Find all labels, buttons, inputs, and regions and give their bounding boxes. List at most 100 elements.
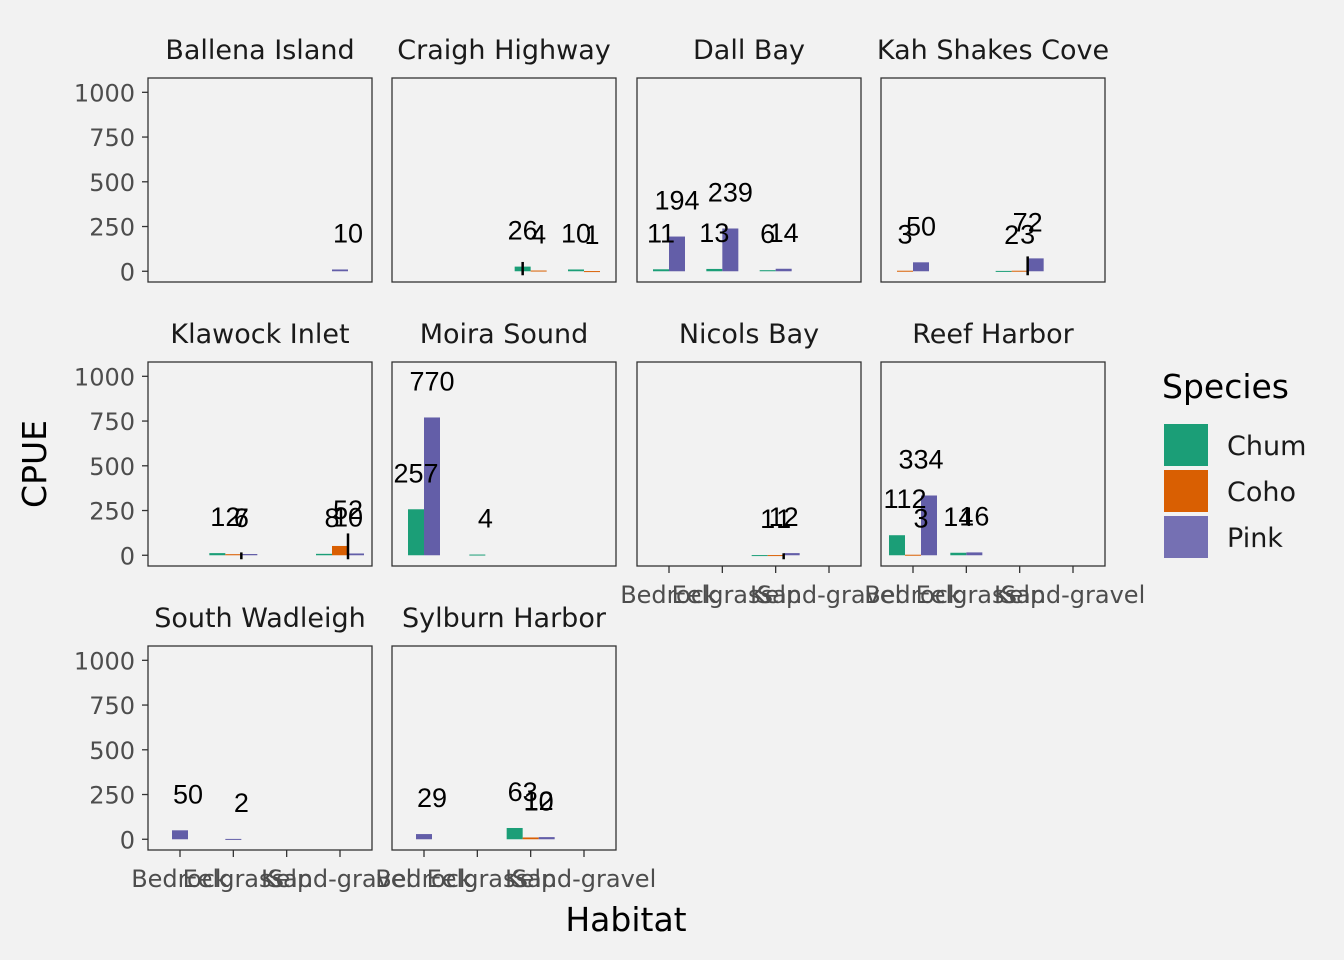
data-label: 239 [708, 177, 753, 207]
x-tick-label: Sand-gravel [1001, 581, 1146, 609]
panel-frame [880, 361, 1106, 567]
bar [775, 268, 792, 272]
bar [241, 554, 258, 556]
data-label: 14 [943, 502, 973, 532]
bar [332, 269, 348, 272]
data-label: 12 [524, 786, 554, 816]
data-label: 10 [524, 786, 554, 816]
facet-panel: Nicols Bay 1 112 BedrockEelgrassKelpSand-gr… [620, 319, 901, 609]
x-tick-label: Kelp [261, 865, 312, 893]
bar [783, 553, 800, 556]
bar [408, 509, 424, 556]
data-label: 8 [324, 503, 339, 533]
facet-panel: Ballena Island 10 0 250 500 750 1000 [74, 35, 373, 286]
bar [913, 262, 929, 272]
data-label: 10 [333, 502, 363, 532]
panel-frame [636, 361, 862, 567]
y-tick-label: 0 [120, 826, 135, 854]
data-label: 1 [584, 220, 599, 250]
data-label: 50 [173, 779, 203, 809]
data-label: 12 [769, 502, 799, 532]
x-tick-label: Bedrock [864, 581, 962, 609]
data-label: 6 [234, 503, 249, 533]
y-tick-label: 500 [89, 453, 135, 481]
y-tick-label: 1000 [74, 647, 135, 675]
y-tick-label: 750 [89, 408, 135, 436]
bar [751, 555, 768, 557]
x-tick-label: Sand-gravel [512, 865, 657, 893]
y-tick-label: 0 [120, 542, 135, 570]
x-tick-label: Kelp [505, 865, 556, 893]
legend-label: Coho [1227, 477, 1296, 508]
data-label: 2 [1004, 220, 1019, 250]
bar [1027, 258, 1044, 272]
bar [348, 553, 364, 556]
bar [767, 555, 784, 557]
data-label: 10 [333, 218, 363, 248]
data-label: 50 [906, 211, 936, 241]
facet-title: Klawock Inlet [170, 319, 349, 350]
y-tick-label: 250 [89, 214, 135, 242]
bar [759, 270, 776, 272]
bar [225, 838, 242, 840]
y-tick-label: 1000 [74, 79, 135, 107]
facet-title: Reef Harbor [912, 319, 1074, 350]
data-label: 12 [210, 502, 240, 532]
data-label: 3 [913, 504, 928, 534]
legend-swatch [1164, 516, 1208, 558]
facet-title: South Wadleigh [154, 603, 366, 634]
x-tick-label: Kelp [994, 581, 1045, 609]
bar [966, 552, 983, 556]
data-label: 14 [769, 218, 799, 248]
x-tick-label: Bedrock [131, 865, 229, 893]
bar [1011, 270, 1028, 272]
data-label: 26 [508, 216, 538, 246]
legend-label: Chum [1227, 431, 1306, 462]
data-label: 16 [959, 501, 989, 531]
data-label: 52 [333, 495, 363, 525]
bar [584, 271, 600, 273]
data-label: 11 [647, 218, 675, 248]
legend-swatch [1164, 470, 1208, 512]
data-label: 257 [393, 458, 438, 488]
facet-title: Craigh Highway [397, 35, 611, 66]
panel-frame [880, 77, 1106, 283]
bar [424, 417, 440, 556]
facet-panel: South Wadleigh 50 2 0 250 500 750 1000 BedrockEe… [74, 603, 412, 893]
facet-title: Moira Sound [420, 319, 589, 350]
bar [538, 837, 555, 840]
panel-frame [391, 77, 617, 283]
data-label: 3 [897, 220, 912, 250]
x-tick-label: Sand-gravel [268, 865, 413, 893]
bar [669, 236, 685, 272]
data-label: 4 [478, 504, 493, 534]
bar [530, 270, 547, 272]
bar [506, 827, 523, 840]
legend-title: Species [1162, 367, 1289, 406]
data-label: 7 [234, 503, 249, 533]
panel-frame [147, 361, 373, 567]
bar [653, 269, 669, 272]
bar [568, 269, 584, 272]
data-label: 1 [760, 504, 775, 534]
x-tick-label: Eelgrass [672, 581, 773, 609]
legend-swatch [1164, 424, 1208, 466]
bar [897, 270, 913, 272]
panel-frame [147, 77, 373, 283]
x-tick-label: Eelgrass [183, 865, 284, 893]
x-tick-label: Sand-gravel [757, 581, 902, 609]
y-tick-label: 500 [89, 169, 135, 197]
bar [921, 495, 937, 556]
data-label: 770 [409, 366, 454, 396]
bar [172, 830, 188, 840]
data-label: 29 [417, 783, 447, 813]
data-label: 72 [1013, 207, 1043, 237]
legend-label: Pink [1227, 523, 1283, 554]
bar [225, 554, 242, 556]
